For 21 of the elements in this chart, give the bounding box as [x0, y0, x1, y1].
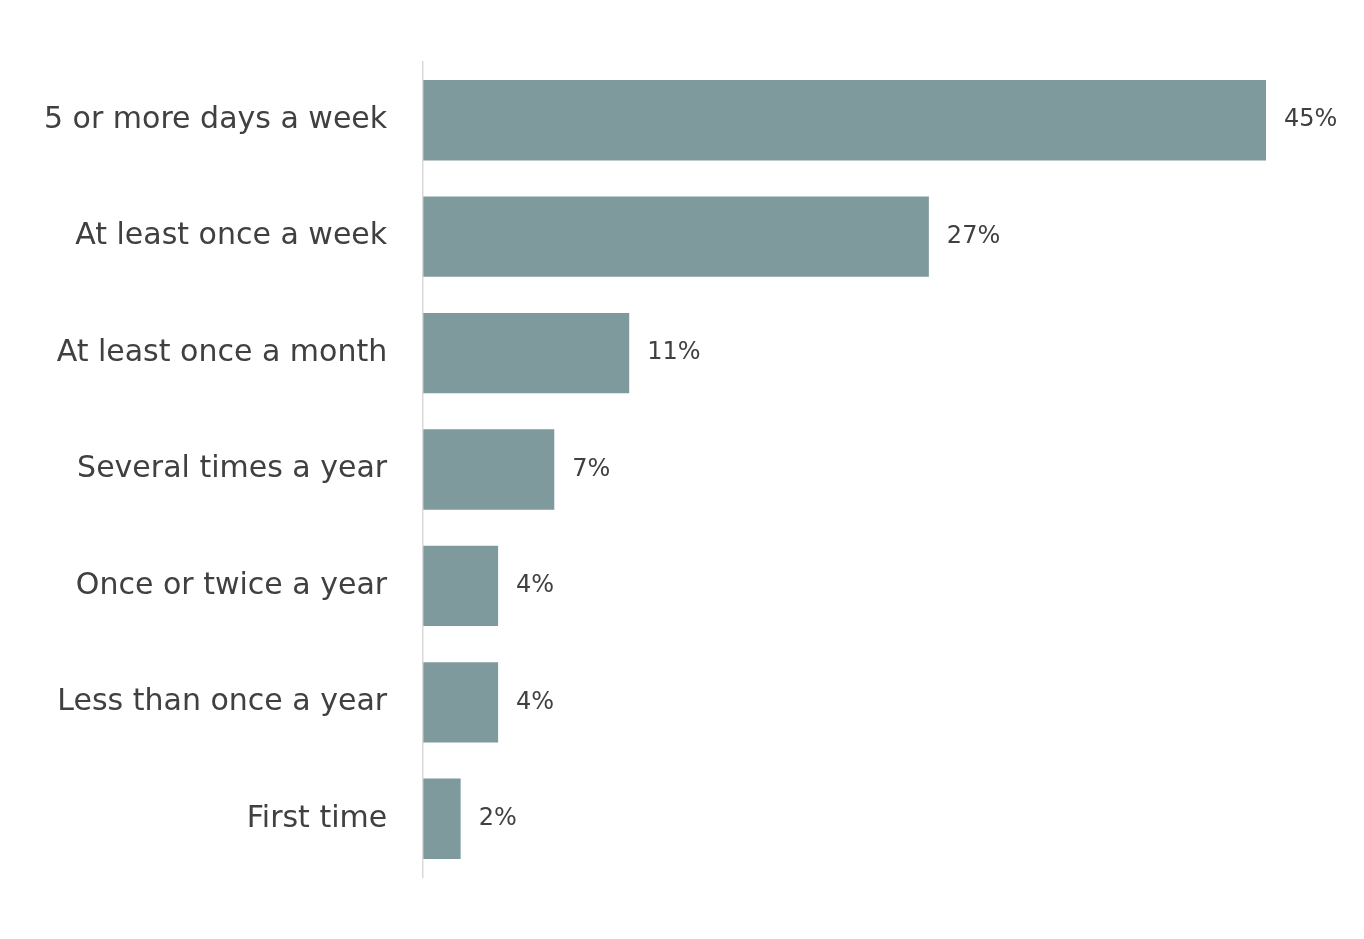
bar — [423, 429, 555, 510]
data-label: 4% — [516, 570, 555, 599]
data-label: 27% — [946, 220, 1001, 249]
data-label: 11% — [647, 337, 701, 366]
y-tick-label: Several times a year — [77, 449, 388, 485]
y-tick-label: At least once a month — [56, 332, 388, 368]
data-label: 2% — [478, 803, 517, 832]
bar — [423, 778, 461, 859]
data-label: 4% — [516, 686, 555, 715]
bar — [423, 80, 1266, 161]
y-tick-label: 5 or more days a week — [44, 100, 388, 136]
y-tick-label: At least once a week — [75, 216, 388, 252]
y-tick-label: Less than once a year — [57, 682, 388, 718]
bar — [423, 312, 630, 394]
y-tick-label: First time — [246, 798, 388, 834]
data-label: 45% — [1284, 104, 1338, 133]
bar — [423, 662, 499, 743]
data-label: 7% — [572, 453, 611, 482]
bar — [423, 545, 499, 627]
bar — [423, 196, 929, 277]
y-tick-label: Once or twice a year — [75, 565, 388, 601]
